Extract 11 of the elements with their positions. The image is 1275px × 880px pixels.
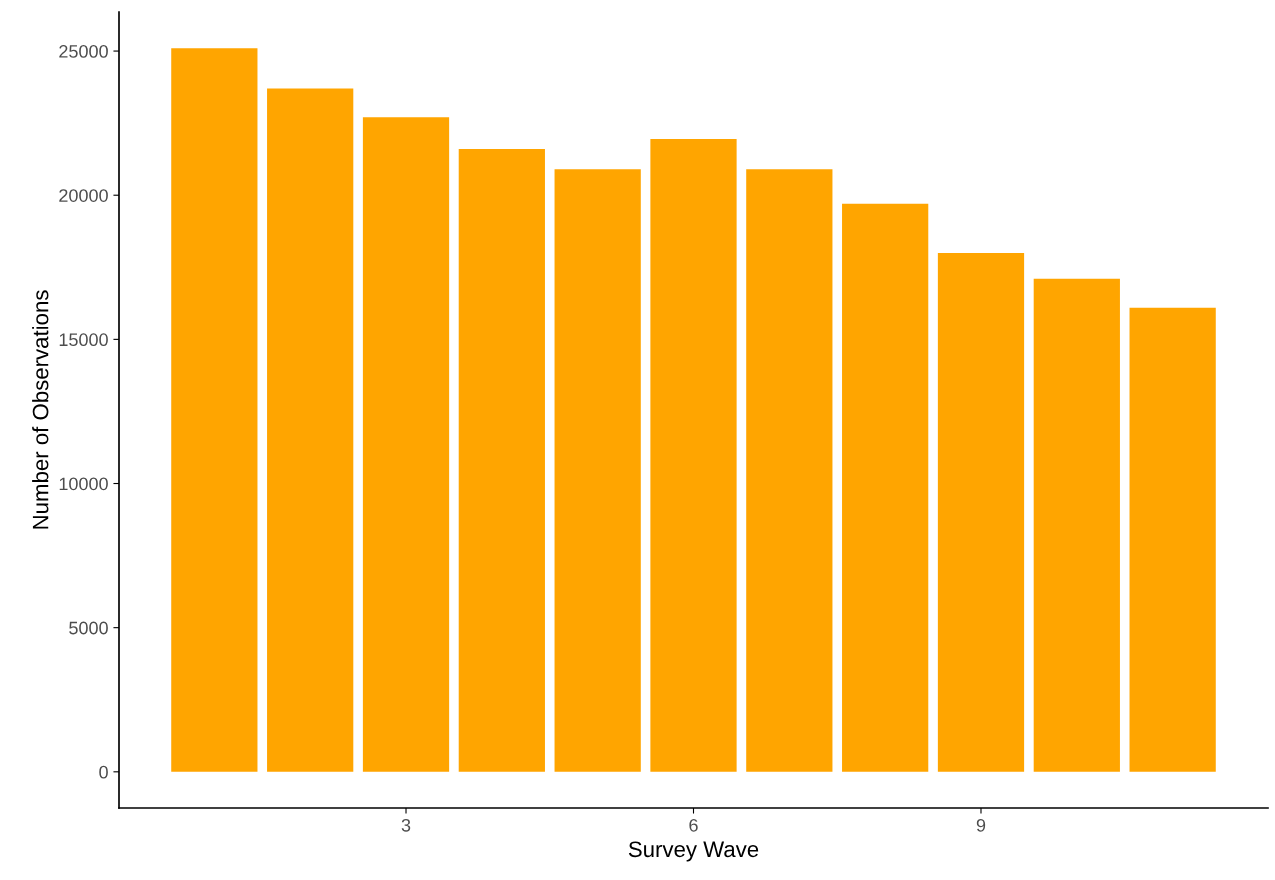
y-axis-title: Number of Observations <box>32 290 49 529</box>
y-tick-label: 10000 <box>59 477 108 491</box>
x-tick-label: 6 <box>689 818 698 832</box>
y-tick-label: 20000 <box>59 189 108 202</box>
y-tick-label: 0 <box>99 765 108 779</box>
y-tick-label: 25000 <box>59 45 108 58</box>
y-tick-label: 5000 <box>69 621 108 635</box>
x-tick-label: 3 <box>401 818 411 832</box>
x-tick-label: 9 <box>976 818 986 832</box>
x-axis-title: Survey Wave <box>628 841 759 862</box>
y-tick-label: 15000 <box>59 333 108 347</box>
